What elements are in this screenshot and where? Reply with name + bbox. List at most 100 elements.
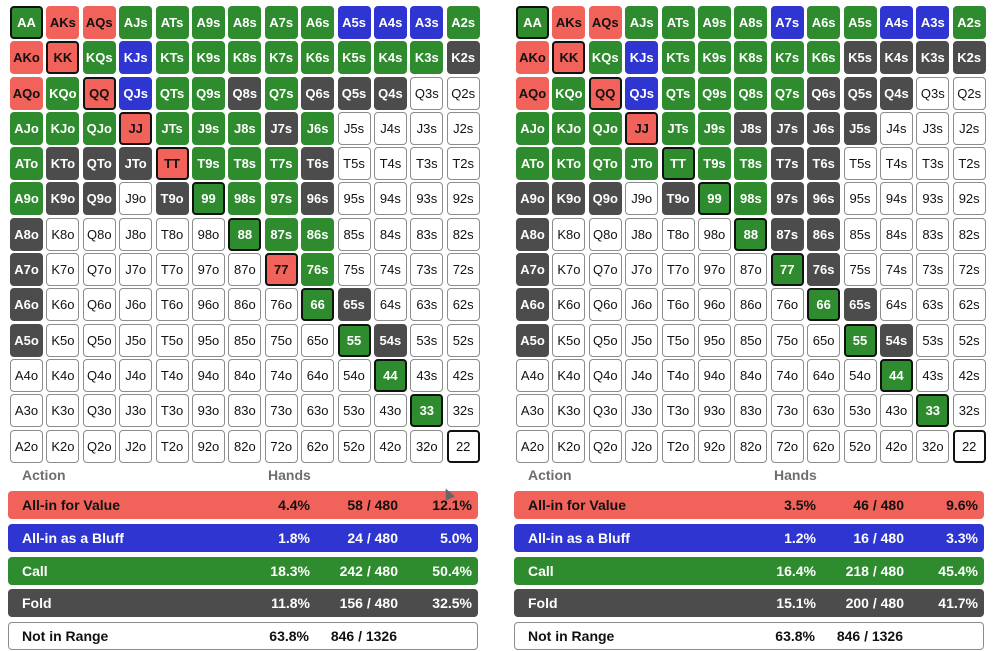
hand-cell[interactable]: ATo xyxy=(10,147,43,181)
hand-cell[interactable]: J4o xyxy=(119,358,153,392)
hand-cell[interactable]: 22 xyxy=(952,429,986,463)
hand-cell[interactable]: K6s xyxy=(301,41,335,75)
hand-cell[interactable]: KTo xyxy=(552,147,586,181)
hand-cell[interactable]: A9o xyxy=(516,182,549,216)
hand-cell[interactable]: T9s xyxy=(191,147,225,181)
hand-cell[interactable]: 62o xyxy=(807,429,841,463)
hand-cell[interactable]: J9s xyxy=(697,111,731,145)
hand-cell[interactable]: K6s xyxy=(807,41,841,75)
hand-cell[interactable]: KJo xyxy=(46,111,80,145)
hand-cell[interactable]: 96o xyxy=(697,288,731,322)
hand-cell[interactable]: AA xyxy=(10,6,43,39)
hand-cell[interactable]: J6o xyxy=(625,288,659,322)
hand-cell[interactable]: 94s xyxy=(373,182,407,216)
hand-cell[interactable]: T4o xyxy=(661,358,695,392)
hand-cell[interactable]: 72s xyxy=(952,253,986,287)
hand-cell[interactable]: 54o xyxy=(337,358,371,392)
hand-cell[interactable]: A8o xyxy=(516,217,549,251)
hand-cell[interactable]: A8s xyxy=(228,6,262,39)
hand-cell[interactable]: KQs xyxy=(588,41,622,75)
hand-cell[interactable]: 86o xyxy=(228,288,262,322)
hand-cell[interactable]: 33 xyxy=(916,394,950,428)
hand-cell[interactable]: K7o xyxy=(46,253,80,287)
hand-cell[interactable]: 63s xyxy=(410,288,444,322)
hand-cell[interactable]: 98o xyxy=(191,217,225,251)
hand-cell[interactable]: A2o xyxy=(10,429,43,463)
hand-cell[interactable]: 32o xyxy=(410,429,444,463)
hand-cell[interactable]: 96s xyxy=(807,182,841,216)
hand-cell[interactable]: 88 xyxy=(228,217,262,251)
hand-cell[interactable]: 64o xyxy=(301,358,335,392)
hand-cell[interactable]: 43s xyxy=(916,358,950,392)
hand-cell[interactable]: AA xyxy=(516,6,549,39)
hand-cell[interactable]: K8s xyxy=(734,41,768,75)
hand-cell[interactable]: Q8o xyxy=(82,217,116,251)
hand-cell[interactable]: Q3o xyxy=(82,394,116,428)
hand-cell[interactable]: Q5s xyxy=(843,76,877,110)
hand-cell[interactable]: QQ xyxy=(588,76,622,110)
hand-cell[interactable]: K2s xyxy=(446,41,480,75)
hand-cell[interactable]: 87s xyxy=(770,217,804,251)
hand-cell[interactable]: 87o xyxy=(228,253,262,287)
hand-cell[interactable]: 32s xyxy=(446,394,480,428)
hand-cell[interactable]: 42s xyxy=(446,358,480,392)
hand-cell[interactable]: JTo xyxy=(119,147,153,181)
hand-cell[interactable]: 98s xyxy=(734,182,768,216)
hand-cell[interactable]: 84o xyxy=(228,358,262,392)
hand-cell[interactable]: T8o xyxy=(155,217,189,251)
hand-cell[interactable]: 95s xyxy=(337,182,371,216)
hand-cell[interactable]: T5o xyxy=(661,323,695,357)
hand-cell[interactable]: 76s xyxy=(807,253,841,287)
hand-cell[interactable]: 43o xyxy=(373,394,407,428)
hand-cell[interactable]: Q3o xyxy=(588,394,622,428)
hand-cell[interactable]: Q6o xyxy=(82,288,116,322)
hand-cell[interactable]: Q6o xyxy=(588,288,622,322)
hand-cell[interactable]: 82s xyxy=(446,217,480,251)
hand-cell[interactable]: 84s xyxy=(879,217,913,251)
hand-cell[interactable]: J7s xyxy=(264,111,298,145)
hand-cell[interactable]: Q2s xyxy=(446,76,480,110)
hand-cell[interactable]: K9o xyxy=(552,182,586,216)
hand-cell[interactable]: KTs xyxy=(155,41,189,75)
hand-cell[interactable]: 75o xyxy=(264,323,298,357)
hand-cell[interactable]: T9o xyxy=(155,182,189,216)
hand-cell[interactable]: K7s xyxy=(770,41,804,75)
hand-cell[interactable]: 62s xyxy=(952,288,986,322)
hand-cell[interactable]: T8s xyxy=(228,147,262,181)
hand-cell[interactable]: J9o xyxy=(119,182,153,216)
hand-cell[interactable]: 95o xyxy=(697,323,731,357)
hand-cell[interactable]: T6s xyxy=(807,147,841,181)
hand-cell[interactable]: 43o xyxy=(879,394,913,428)
action-row-call[interactable]: Call 18.3% 242 / 480 50.4% xyxy=(8,557,478,585)
hand-cell[interactable]: KTo xyxy=(46,147,80,181)
hand-cell[interactable]: ATs xyxy=(661,6,695,39)
hand-cell[interactable]: 84o xyxy=(734,358,768,392)
hand-cell[interactable]: 77 xyxy=(770,253,804,287)
hand-cell[interactable]: 53o xyxy=(337,394,371,428)
hand-cell[interactable]: 44 xyxy=(879,358,913,392)
hand-cell[interactable]: J8o xyxy=(625,217,659,251)
hand-cell[interactable]: 65s xyxy=(337,288,371,322)
hand-cell[interactable]: 63o xyxy=(807,394,841,428)
hand-cell[interactable]: J6s xyxy=(807,111,841,145)
hand-cell[interactable]: 75s xyxy=(843,253,877,287)
hand-cell[interactable]: 53s xyxy=(410,323,444,357)
hand-cell[interactable]: A3s xyxy=(916,6,950,39)
hand-cell[interactable]: J2o xyxy=(625,429,659,463)
hand-cell[interactable]: JTs xyxy=(155,111,189,145)
hand-cell[interactable]: 64s xyxy=(373,288,407,322)
hand-cell[interactable]: T9s xyxy=(697,147,731,181)
hand-cell[interactable]: Q9o xyxy=(588,182,622,216)
hand-cell[interactable]: KJs xyxy=(119,41,153,75)
hand-cell[interactable]: 74s xyxy=(879,253,913,287)
hand-cell[interactable]: K9o xyxy=(46,182,80,216)
hand-cell[interactable]: 82o xyxy=(228,429,262,463)
hand-cell[interactable]: J8o xyxy=(119,217,153,251)
hand-cell[interactable]: Q2o xyxy=(82,429,116,463)
hand-cell[interactable]: JTs xyxy=(661,111,695,145)
hand-cell[interactable]: 92s xyxy=(952,182,986,216)
hand-cell[interactable]: 99 xyxy=(697,182,731,216)
hand-cell[interactable]: ATo xyxy=(516,147,549,181)
hand-cell[interactable]: 74o xyxy=(264,358,298,392)
hand-cell[interactable]: K6o xyxy=(46,288,80,322)
